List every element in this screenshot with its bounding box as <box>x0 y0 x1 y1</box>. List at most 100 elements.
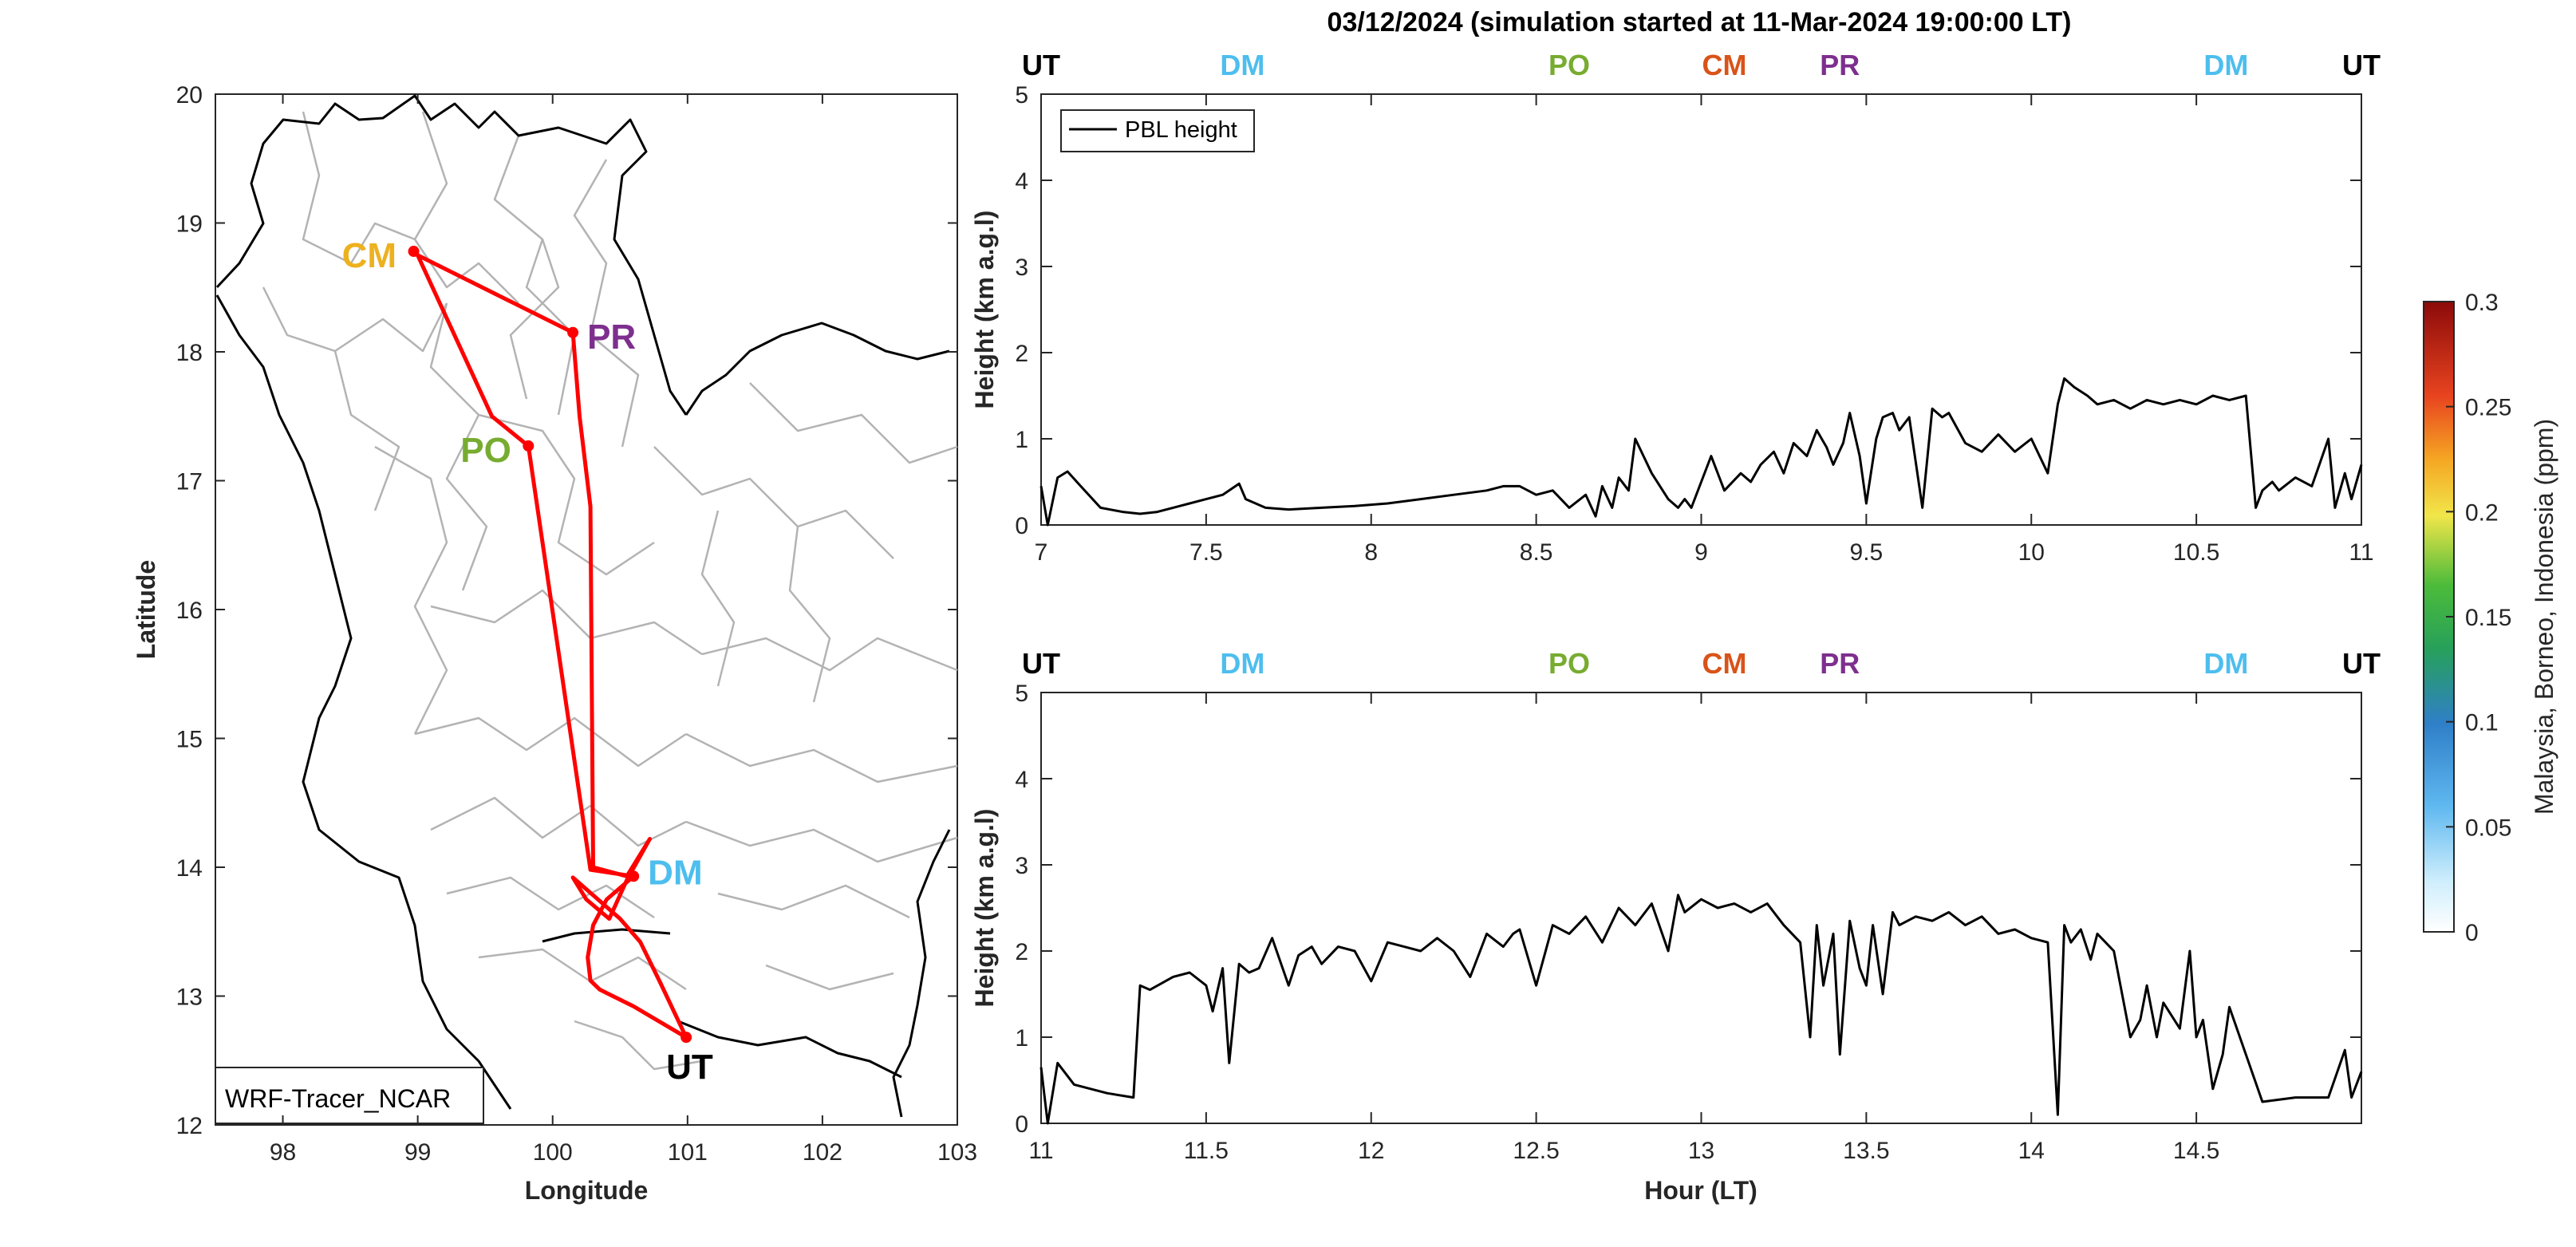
map-ytick-label: 16 <box>176 598 203 624</box>
pbl-panel-bottom: UT DM PO CM PR DM UT 11 11.5 12 12.5 13 13.5 14 14.5 … <box>970 647 2381 1205</box>
bot-ytick-label: 3 <box>1015 853 1028 879</box>
top-flight-label-ut: UT <box>2342 49 2381 81</box>
top-ytick-label: 2 <box>1015 341 1028 367</box>
top-x-ticks: 7 7.5 8 8.5 9 9.5 10 10.5 11 <box>1035 94 2374 566</box>
bot-flight-label-cm: CM <box>1702 647 1746 680</box>
bottom-axes-box <box>1040 692 2362 1124</box>
site-label-pr: PR <box>587 318 636 357</box>
colorbar-label: Malaysia, Borneo, Indonesia (ppm) <box>2530 419 2558 815</box>
site-marker-pr <box>567 326 579 338</box>
top-ytick-label: 4 <box>1015 168 1028 195</box>
colorbar-tick-label: 0.25 <box>2465 395 2511 421</box>
bot-xtick-label: 11 <box>1028 1138 1053 1164</box>
site-marker-dm <box>628 870 640 882</box>
bot-flight-label-po: PO <box>1548 647 1590 680</box>
map-ytick-label: 14 <box>176 855 203 882</box>
top-xtick-label: 7.5 <box>1189 539 1223 566</box>
bot-flight-label-pr: PR <box>1820 647 1860 680</box>
top-xtick-label: 11 <box>2349 539 2373 566</box>
top-axes-box <box>1040 93 2362 526</box>
top-ytick-label: 0 <box>1015 513 1028 539</box>
bottom-xlabel: Hour (LT) <box>1644 1176 1757 1205</box>
bot-ytick-label: 4 <box>1015 767 1028 793</box>
top-flight-label-cm: CM <box>1702 49 1746 81</box>
top-flight-label-dm: DM <box>2203 49 2248 81</box>
map-ytick-label: 19 <box>176 211 203 238</box>
bot-xtick-label: 12.5 <box>1513 1138 1559 1164</box>
top-ytick-label: 1 <box>1015 427 1028 453</box>
map-ytick-label: 13 <box>176 985 203 1011</box>
colorbar-tick-label: 0.1 <box>2465 710 2499 736</box>
map-xtick-label: 99 <box>404 1139 431 1166</box>
pbl-height-line-top <box>1039 377 2363 527</box>
map-y-ticks: 12 13 14 15 16 17 18 19 20 <box>176 82 957 1139</box>
map-ytick-label: 18 <box>176 340 203 366</box>
flight-track-line <box>416 253 688 1040</box>
map-panel: CM PR PO DM UT WRF-Tracer_NCAR 98 99 100 101 102… <box>132 82 977 1205</box>
bot-ytick-label: 2 <box>1015 939 1028 965</box>
colorbar-tick-label: 0.15 <box>2465 605 2511 631</box>
map-xtick-label: 103 <box>937 1139 977 1166</box>
site-label-ut: UT <box>666 1048 713 1087</box>
figure-title: 03/12/2024 (simulation started at 11-Mar… <box>1327 7 2072 37</box>
bottom-flight-labels: UT DM PO CM PR DM UT <box>1022 647 2381 680</box>
legend: PBL height <box>1060 109 1255 152</box>
top-flight-label-pr: PR <box>1820 49 1860 81</box>
top-ytick-label: 3 <box>1015 255 1028 281</box>
map-ytick-label: 12 <box>176 1113 203 1139</box>
bot-xtick-label: 11.5 <box>1184 1138 1229 1164</box>
bottom-y-ticks: 0 1 2 3 4 5 <box>1015 681 2361 1138</box>
bot-xtick-label: 12 <box>1358 1138 1384 1164</box>
map-model-label-box: WRF-Tracer_NCAR <box>215 1067 484 1124</box>
bot-flight-label-dm: DM <box>2203 647 2248 680</box>
top-ylabel: Height (km a.g.l) <box>970 211 999 409</box>
colorbar-tick-label: 0.05 <box>2465 815 2511 841</box>
top-xtick-label: 10 <box>2018 539 2045 566</box>
top-y-ticks: 0 1 2 3 4 5 <box>1015 82 2361 539</box>
map-sites: CM PR PO DM UT <box>342 236 713 1087</box>
colorbar-tick-label: 0.2 <box>2465 499 2499 526</box>
top-flight-labels: UT DM PO CM PR DM UT <box>1022 49 2381 81</box>
map-model-label: WRF-Tracer_NCAR <box>225 1084 451 1113</box>
site-label-po: PO <box>460 431 511 470</box>
top-xtick-label: 7 <box>1035 539 1048 566</box>
colorbar: 0 0.05 0.1 0.15 0.2 0.25 0.3 Malaysia, Borneo,… <box>2423 290 2558 946</box>
bot-xtick-label: 14 <box>2018 1138 2045 1164</box>
bot-ytick-label: 0 <box>1015 1111 1028 1138</box>
map-xtick-label: 101 <box>668 1139 708 1166</box>
top-xtick-label: 8 <box>1364 539 1378 566</box>
map-xtick-label: 102 <box>803 1139 842 1166</box>
bottom-x-ticks: 11 11.5 12 12.5 13 13.5 14 14.5 <box>1028 693 2219 1164</box>
colorbar-tick-label: 0 <box>2465 920 2479 946</box>
bot-flight-label-ut: UT <box>2342 647 2381 680</box>
top-xtick-label: 9.5 <box>1850 539 1884 566</box>
map-xtick-label: 98 <box>270 1139 296 1166</box>
map-country-borders <box>215 94 951 1118</box>
pbl-panel-top: UT DM PO CM PR DM UT 7 7.5 8 8.5 9 9.5 10 10.5 11 0 1 2 3… <box>970 49 2381 566</box>
map-xtick-label: 100 <box>533 1139 573 1166</box>
colorbar-ticks: 0 0.05 0.1 0.15 0.2 0.25 0.3 <box>2446 290 2511 946</box>
bot-xtick-label: 13.5 <box>1843 1138 1889 1164</box>
map-ytick-label: 20 <box>176 82 203 109</box>
pbl-height-line-bottom <box>1039 894 2363 1125</box>
map-ylabel: Latitude <box>132 560 160 659</box>
map-x-ticks: 98 99 100 101 102 103 <box>270 94 977 1166</box>
bot-flight-label-dm: DM <box>1220 647 1264 680</box>
bottom-ylabel: Height (km a.g.l) <box>970 809 999 1008</box>
top-flight-label-dm: DM <box>1220 49 1264 81</box>
legend-label: PBL height <box>1125 117 1237 143</box>
map-ytick-label: 15 <box>176 727 203 753</box>
top-xtick-label: 8.5 <box>1520 539 1553 566</box>
top-flight-label-po: PO <box>1548 49 1590 81</box>
site-marker-ut <box>680 1032 692 1044</box>
bot-ytick-label: 1 <box>1015 1025 1028 1052</box>
top-xtick-label: 9 <box>1694 539 1708 566</box>
map-ytick-label: 17 <box>176 469 203 495</box>
top-ytick-label: 5 <box>1015 82 1028 109</box>
map-province-borders <box>262 111 958 1071</box>
top-flight-label-ut: UT <box>1022 49 1060 81</box>
bot-xtick-label: 13 <box>1688 1138 1714 1164</box>
site-marker-po <box>523 440 535 452</box>
bot-xtick-label: 14.5 <box>2173 1138 2219 1164</box>
